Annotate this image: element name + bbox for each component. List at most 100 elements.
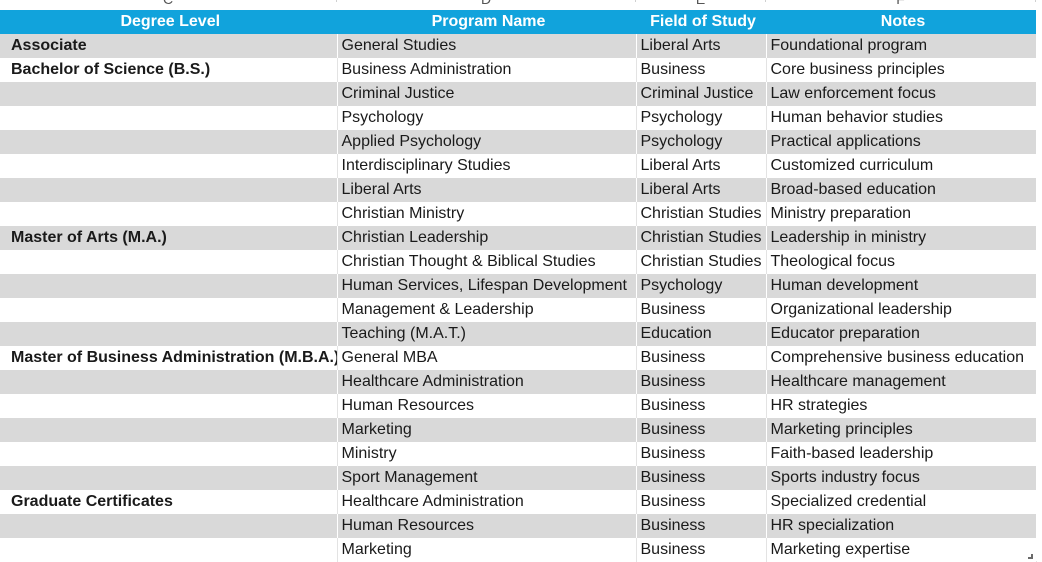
cell-notes[interactable]: Foundational program	[766, 34, 1037, 58]
cell-degree-level[interactable]	[0, 202, 338, 226]
cell-field-of-study[interactable]: Psychology	[636, 130, 767, 154]
cell-degree-level[interactable]	[0, 82, 338, 106]
table-row: Liberal Arts Liberal Arts Broad-based educ…	[0, 178, 1037, 202]
cell-program-name[interactable]: General MBA	[337, 346, 637, 370]
cell-field-of-study[interactable]: Business	[636, 346, 767, 370]
cell-program-name[interactable]: Business Administration	[337, 58, 637, 82]
cell-degree-level[interactable]	[0, 466, 338, 490]
cell-field-of-study[interactable]: Business	[636, 58, 767, 82]
cell-field-of-study[interactable]: Liberal Arts	[636, 154, 767, 178]
header-field-of-study[interactable]: Field of Study	[636, 10, 767, 34]
cell-field-of-study[interactable]: Christian Studies	[636, 250, 767, 274]
cell-field-of-study[interactable]: Christian Studies	[636, 226, 767, 250]
cell-field-of-study[interactable]: Psychology	[636, 274, 767, 298]
cell-program-name[interactable]: Healthcare Administration	[337, 370, 637, 394]
cell-field-of-study[interactable]: Business	[636, 394, 767, 418]
cell-notes[interactable]: Marketing expertise	[766, 538, 1037, 562]
cell-degree-level[interactable]	[0, 418, 338, 442]
cell-degree-level[interactable]: Master of Arts (M.A.)	[0, 226, 338, 250]
cell-notes[interactable]: Specialized credential	[766, 490, 1037, 514]
cell-notes[interactable]: Customized curriculum	[766, 154, 1037, 178]
cell-field-of-study[interactable]: Criminal Justice	[636, 82, 767, 106]
cell-program-name[interactable]: Ministry	[337, 442, 637, 466]
cell-program-name[interactable]: Marketing	[337, 538, 637, 562]
cell-program-name[interactable]: Christian Thought & Biblical Studies	[337, 250, 637, 274]
cell-notes[interactable]: HR specialization	[766, 514, 1037, 538]
cell-notes[interactable]: Broad-based education	[766, 178, 1037, 202]
cell-program-name[interactable]: Human Services, Lifespan Development	[337, 274, 637, 298]
cell-notes[interactable]: Core business principles	[766, 58, 1037, 82]
header-degree-level[interactable]: Degree Level	[0, 10, 338, 34]
cell-notes[interactable]: Organizational leadership	[766, 298, 1037, 322]
cell-field-of-study[interactable]: Liberal Arts	[636, 178, 767, 202]
cell-degree-level[interactable]	[0, 514, 338, 538]
cell-program-name[interactable]: Sport Management	[337, 466, 637, 490]
cell-field-of-study[interactable]: Liberal Arts	[636, 34, 767, 58]
cell-degree-level[interactable]	[0, 322, 338, 346]
cell-notes[interactable]: Comprehensive business education	[766, 346, 1037, 370]
cell-program-name[interactable]: Teaching (M.A.T.)	[337, 322, 637, 346]
cell-field-of-study[interactable]: Business	[636, 370, 767, 394]
header-notes[interactable]: Notes	[766, 10, 1037, 34]
cell-degree-level[interactable]	[0, 106, 338, 130]
cell-degree-level[interactable]: Associate	[0, 34, 338, 58]
resize-handle-icon[interactable]	[1028, 554, 1033, 559]
cell-program-name[interactable]: Christian Leadership	[337, 226, 637, 250]
cell-degree-level[interactable]: Graduate Certificates	[0, 490, 338, 514]
cell-field-of-study[interactable]: Business	[636, 490, 767, 514]
column-letter-f[interactable]: F	[766, 0, 1036, 6]
cell-degree-level[interactable]	[0, 250, 338, 274]
column-letter-d[interactable]: D	[337, 0, 636, 6]
cell-notes[interactable]: Faith-based leadership	[766, 442, 1037, 466]
cell-degree-level[interactable]	[0, 130, 338, 154]
cell-degree-level[interactable]	[0, 538, 338, 562]
cell-program-name[interactable]: Human Resources	[337, 394, 637, 418]
cell-degree-level[interactable]	[0, 370, 338, 394]
column-letter-c[interactable]: C	[0, 0, 337, 6]
cell-notes[interactable]: HR strategies	[766, 394, 1037, 418]
cell-degree-level[interactable]	[0, 442, 338, 466]
header-program-name[interactable]: Program Name	[337, 10, 637, 34]
cell-field-of-study[interactable]: Business	[636, 538, 767, 562]
cell-field-of-study[interactable]: Christian Studies	[636, 202, 767, 226]
table-header-row: Degree Level Program Name Field of Study…	[0, 10, 1037, 34]
cell-notes[interactable]: Practical applications	[766, 130, 1037, 154]
cell-notes[interactable]: Theological focus	[766, 250, 1037, 274]
cell-program-name[interactable]: Psychology	[337, 106, 637, 130]
cell-notes[interactable]: Marketing principles	[766, 418, 1037, 442]
cell-field-of-study[interactable]: Business	[636, 298, 767, 322]
cell-notes[interactable]: Sports industry focus	[766, 466, 1037, 490]
cell-field-of-study[interactable]: Business	[636, 514, 767, 538]
column-letter-e[interactable]: E	[636, 0, 766, 6]
cell-field-of-study[interactable]: Psychology	[636, 106, 767, 130]
cell-program-name[interactable]: Human Resources	[337, 514, 637, 538]
cell-degree-level[interactable]	[0, 298, 338, 322]
cell-degree-level[interactable]	[0, 154, 338, 178]
cell-notes[interactable]: Leadership in ministry	[766, 226, 1037, 250]
cell-program-name[interactable]: Liberal Arts	[337, 178, 637, 202]
cell-program-name[interactable]: Christian Ministry	[337, 202, 637, 226]
cell-degree-level[interactable]: Bachelor of Science (B.S.)	[0, 58, 338, 82]
cell-degree-level[interactable]	[0, 394, 338, 418]
cell-program-name[interactable]: Interdisciplinary Studies	[337, 154, 637, 178]
cell-program-name[interactable]: Marketing	[337, 418, 637, 442]
cell-field-of-study[interactable]: Business	[636, 466, 767, 490]
cell-program-name[interactable]: Healthcare Administration	[337, 490, 637, 514]
cell-program-name[interactable]: General Studies	[337, 34, 637, 58]
table-row: Human Resources Business HR specialization	[0, 514, 1037, 538]
cell-program-name[interactable]: Management & Leadership	[337, 298, 637, 322]
cell-degree-level[interactable]	[0, 178, 338, 202]
cell-notes[interactable]: Law enforcement focus	[766, 82, 1037, 106]
cell-program-name[interactable]: Criminal Justice	[337, 82, 637, 106]
cell-field-of-study[interactable]: Education	[636, 322, 767, 346]
cell-field-of-study[interactable]: Business	[636, 442, 767, 466]
cell-program-name[interactable]: Applied Psychology	[337, 130, 637, 154]
cell-field-of-study[interactable]: Business	[636, 418, 767, 442]
cell-notes[interactable]: Ministry preparation	[766, 202, 1037, 226]
cell-degree-level[interactable]: Master of Business Administration (M.B.A…	[0, 346, 338, 370]
cell-notes[interactable]: Healthcare management	[766, 370, 1037, 394]
cell-notes[interactable]: Human behavior studies	[766, 106, 1037, 130]
cell-degree-level[interactable]	[0, 274, 338, 298]
cell-notes[interactable]: Educator preparation	[766, 322, 1037, 346]
cell-notes[interactable]: Human development	[766, 274, 1037, 298]
